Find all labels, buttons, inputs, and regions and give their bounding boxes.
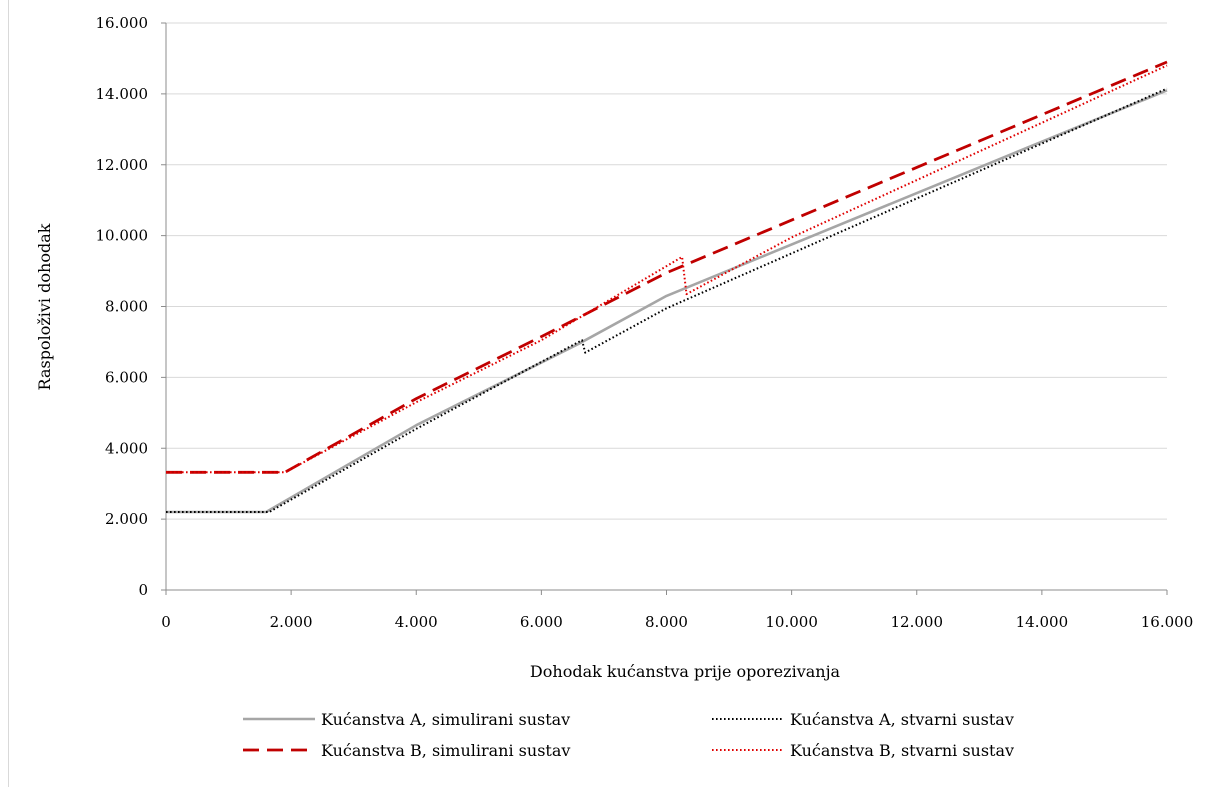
legend-label-3: Kućanstva B, simulirani sustav	[321, 741, 570, 760]
legend-label-1: Kućanstva A, simulirani sustav	[321, 710, 570, 729]
x-tick-label: 16.000	[1141, 613, 1194, 631]
legend-label-2: Kućanstva A, stvarni sustav	[790, 710, 1014, 729]
x-tick-label: 6.000	[520, 613, 563, 631]
x-tick-labels: 0 2.000 4.000 6.000 8.000 10.000 12.000 14.000 1…	[161, 590, 1193, 631]
series-line-2	[166, 87, 1168, 513]
y-tick-label: 12.000	[96, 156, 149, 174]
x-tick-label: 2.000	[270, 613, 313, 631]
x-tick-label: 0	[161, 613, 171, 631]
x-tick-label: 12.000	[891, 613, 944, 631]
y-tick-labels: 0 2.000 4.000 6.000 8.000 10.000 12.000 14.000 1…	[96, 14, 166, 599]
x-tick-label: 10.000	[765, 613, 818, 631]
legend-label-4: Kućanstva B, stvarni sustav	[790, 741, 1014, 760]
x-tick-label: 14.000	[1016, 613, 1069, 631]
x-axis-title: Dohodak kućanstva prije oporezivanja	[530, 662, 841, 681]
y-tick-label: 6.000	[105, 368, 148, 386]
y-tick-label: 0	[138, 581, 148, 599]
series-lines	[166, 60, 1168, 514]
series-line-3	[166, 60, 1168, 474]
y-tick-label: 10.000	[96, 227, 149, 245]
y-tick-label: 16.000	[96, 14, 149, 32]
y-tick-label: 2.000	[105, 510, 148, 528]
y-tick-label: 4.000	[105, 439, 148, 457]
y-axis-title: Raspoloživi dohodak	[35, 223, 54, 390]
y-tick-label: 8.000	[105, 298, 148, 316]
y-tick-label: 14.000	[96, 85, 149, 103]
x-tick-label: 8.000	[645, 613, 688, 631]
legend: Kućanstva A, simulirani sustav Kućanstva …	[243, 710, 1014, 760]
x-tick-label: 4.000	[395, 613, 438, 631]
chart-frame	[8, 0, 1213, 787]
gridlines	[166, 22, 1167, 520]
series-line-4	[166, 64, 1168, 474]
